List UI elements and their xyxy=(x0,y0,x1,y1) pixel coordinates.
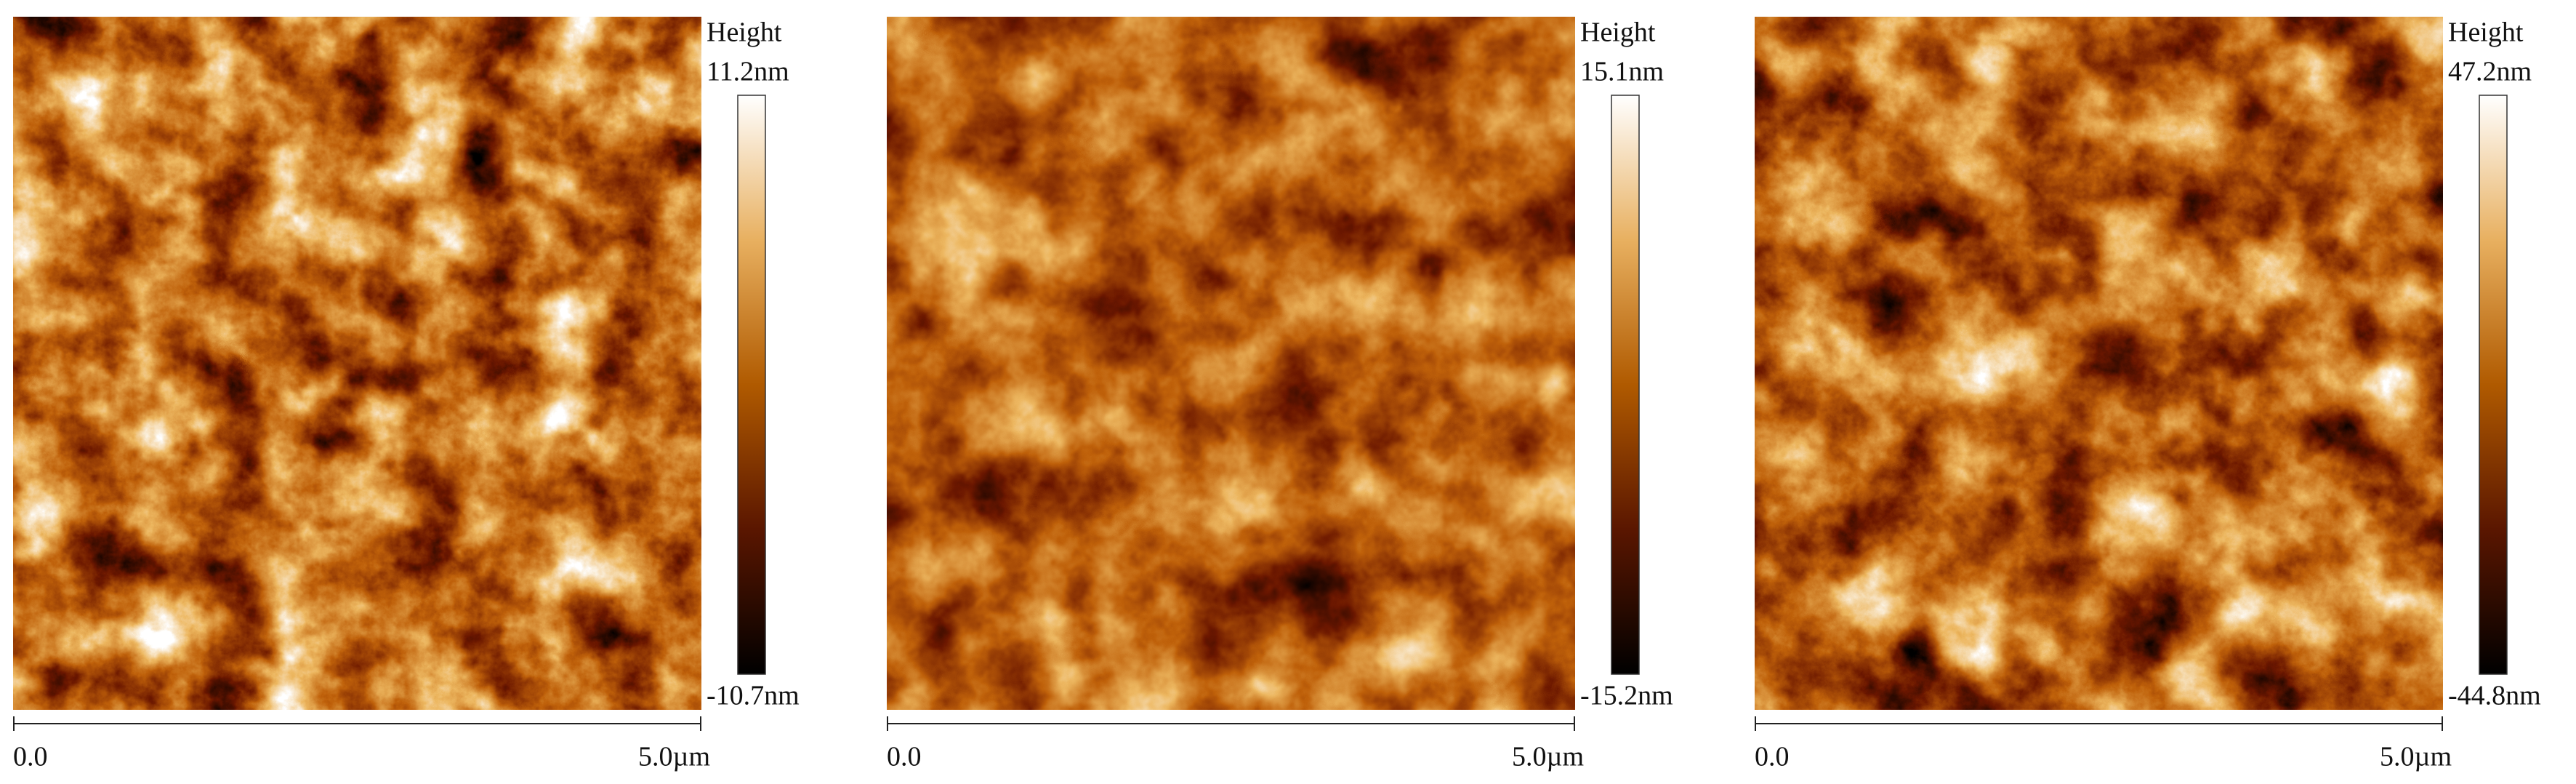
colorbar-title: Height xyxy=(1580,17,1656,48)
scale-end: 5.0µm xyxy=(2380,742,2452,772)
scale-start: 0.0 xyxy=(13,742,48,772)
colorbar-max: 11.2nm xyxy=(707,57,789,87)
scale-end: 5.0µm xyxy=(1512,742,1584,772)
colorbar-title: Height xyxy=(707,17,782,48)
colorbar-max: 47.2nm xyxy=(2448,57,2532,87)
colorbar-max: 15.1nm xyxy=(1580,57,1664,87)
colorbar xyxy=(1611,95,1640,675)
scale-start: 0.0 xyxy=(1755,742,1790,772)
scale-end: 5.0µm xyxy=(638,742,710,772)
colorbar-title: Height xyxy=(2448,17,2524,48)
afm-image xyxy=(13,17,701,710)
colorbar-min: -44.8nm xyxy=(2448,681,2541,711)
scale-start: 0.0 xyxy=(887,742,922,772)
colorbar-min: -10.7nm xyxy=(707,681,800,711)
afm-image xyxy=(1755,17,2443,710)
colorbar xyxy=(2479,95,2508,675)
colorbar xyxy=(737,95,766,675)
afm-image xyxy=(887,17,1575,710)
colorbar-min: -15.2nm xyxy=(1580,681,1673,711)
